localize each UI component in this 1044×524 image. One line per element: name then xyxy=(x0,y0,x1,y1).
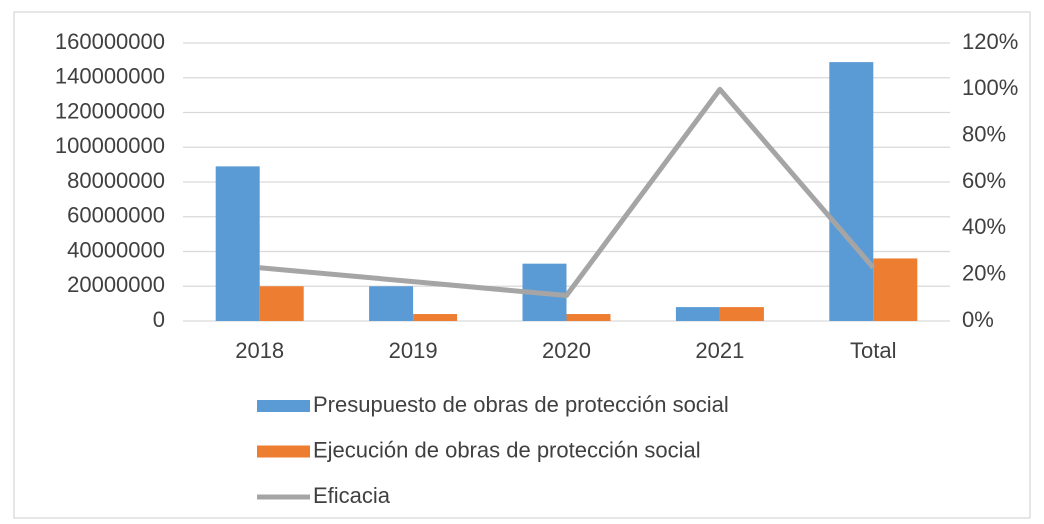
x-tick-label: 2019 xyxy=(389,338,438,363)
y-tick-label: 100000000 xyxy=(55,133,165,158)
y2-tick-label: 60% xyxy=(962,168,1006,193)
y-tick-label: 160000000 xyxy=(55,29,165,54)
line-series xyxy=(259,86,876,299)
bar xyxy=(215,166,260,321)
legend-label: Ejecución de obras de protección social xyxy=(313,437,701,462)
y2-tick-label: 0% xyxy=(962,307,994,332)
y-tick-label: 20000000 xyxy=(67,272,165,297)
x-tick-label: 2021 xyxy=(695,338,744,363)
y-tick-label: 40000000 xyxy=(67,237,165,262)
bar xyxy=(413,314,458,321)
legend-swatch xyxy=(257,400,310,412)
legend-label: Presupuesto de obras de protección socia… xyxy=(313,392,729,417)
bar xyxy=(829,62,874,322)
x-tick-label: Total xyxy=(850,338,896,363)
y-tick-label: 0 xyxy=(153,307,165,332)
y2-tick-label: 20% xyxy=(962,260,1006,285)
legend-swatch xyxy=(257,445,310,458)
legend-label: Eficacia xyxy=(313,483,391,508)
y-tick-label: 80000000 xyxy=(67,168,165,193)
y-tick-label: 60000000 xyxy=(67,203,165,228)
y2-tick-label: 40% xyxy=(962,214,1006,239)
x-tick-label: 2020 xyxy=(542,338,591,363)
bar xyxy=(369,286,414,321)
bar xyxy=(719,307,764,321)
y-tick-label: 140000000 xyxy=(55,64,165,89)
bar xyxy=(675,307,720,321)
y2-tick-label: 100% xyxy=(962,75,1018,100)
x-tick-label: 2018 xyxy=(235,338,284,363)
bar xyxy=(566,314,611,321)
y2-tick-label: 120% xyxy=(962,29,1018,54)
y2-tick-label: 80% xyxy=(962,121,1006,146)
bar xyxy=(259,286,304,321)
y-tick-label: 120000000 xyxy=(55,98,165,123)
bar xyxy=(873,258,918,321)
